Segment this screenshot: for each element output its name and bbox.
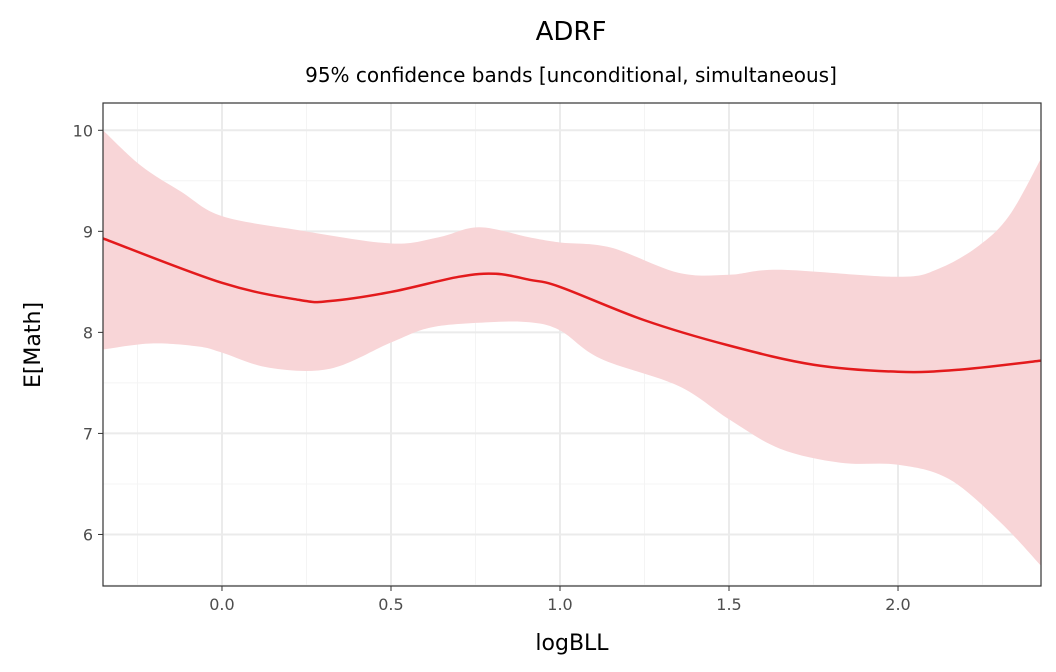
x-tick-label: 0.0 — [209, 595, 234, 614]
chart-subtitle: 95% confidence bands [unconditional, sim… — [305, 63, 837, 87]
y-tick-label: 7 — [83, 424, 93, 443]
x-tick-label: 2.0 — [885, 595, 910, 614]
axis-ticks: 0.0 0.5 1.0 1.5 2.0 6 7 8 9 10 — [73, 121, 911, 614]
y-tick-label: 6 — [83, 525, 93, 544]
y-axis-label: E[Math] — [21, 302, 46, 388]
x-tick-label: 1.0 — [547, 595, 572, 614]
x-tick-label: 0.5 — [378, 595, 403, 614]
estimate-line — [102, 237, 1042, 374]
y-tick-label: 10 — [73, 121, 93, 140]
x-tick-label: 1.5 — [716, 595, 741, 614]
y-tick-label: 9 — [83, 222, 93, 241]
chart-title: ADRF — [536, 17, 607, 47]
confidence-band — [103, 130, 1041, 566]
x-axis-label: logBLL — [535, 631, 609, 656]
y-tick-label: 8 — [83, 323, 93, 342]
plot-border — [102, 102, 1042, 587]
